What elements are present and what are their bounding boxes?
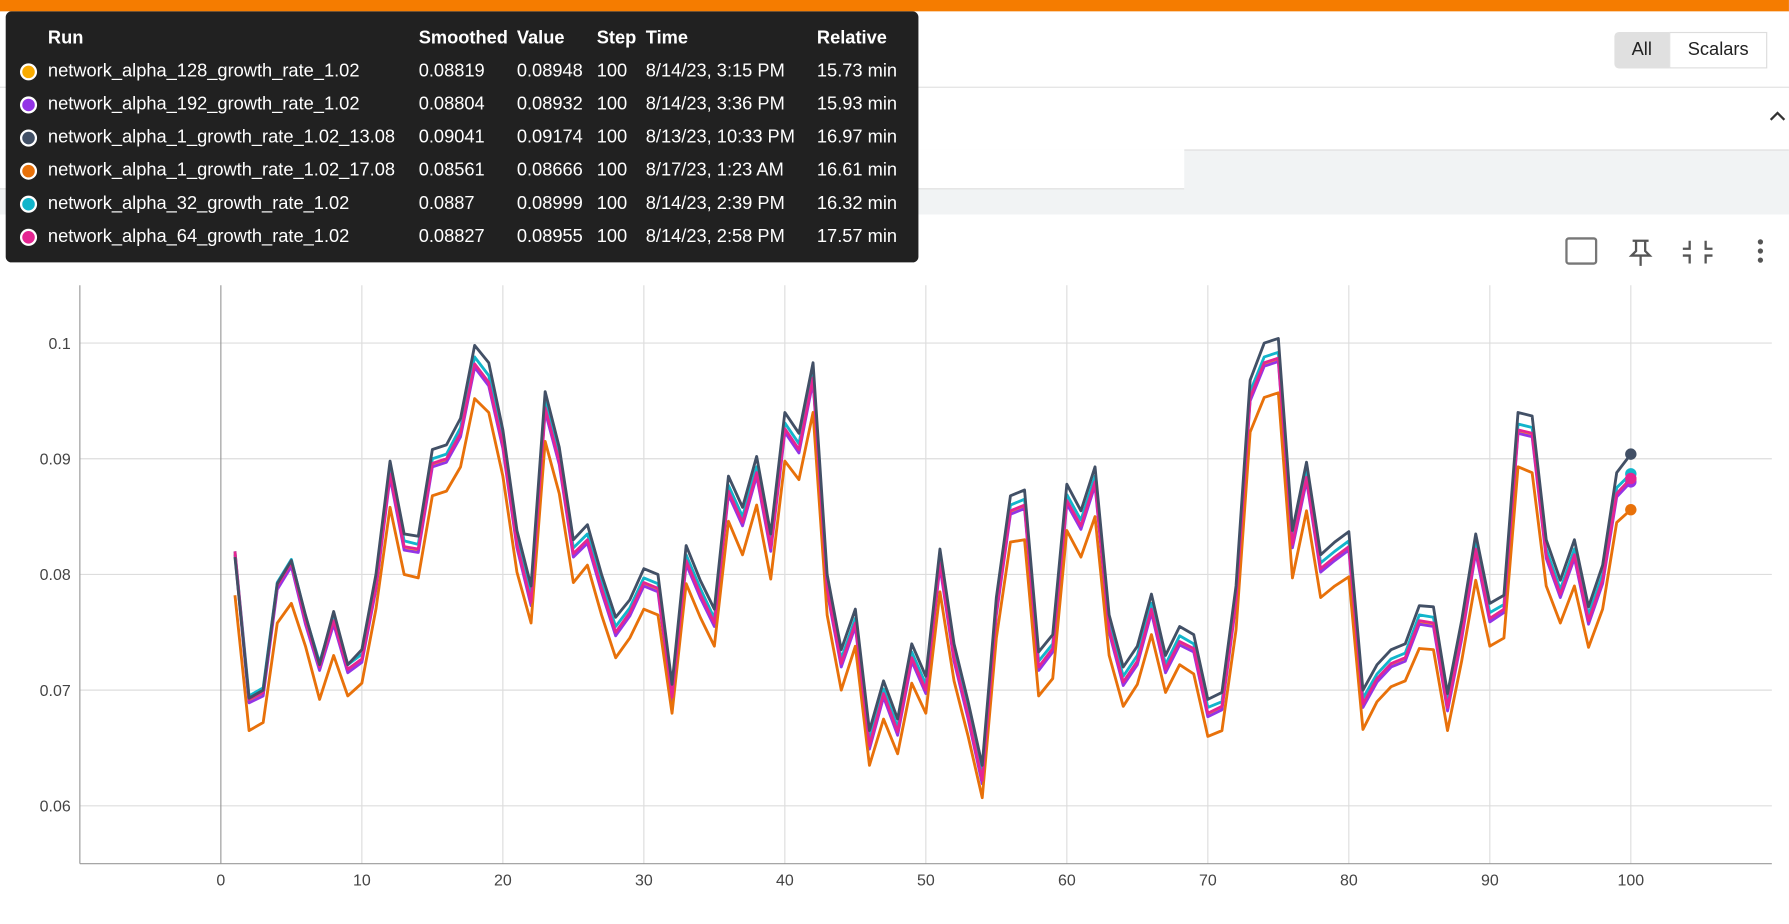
- tooltip-header: Smoothed: [418, 28, 508, 48]
- tooltip-cell: 100: [596, 127, 628, 148]
- x-tick-label: 70: [1199, 872, 1217, 889]
- x-tick-label: 0: [216, 872, 225, 889]
- y-tick-label: 0.1: [49, 336, 71, 353]
- series-line: [233, 391, 1632, 800]
- run-name: network_alpha_1_growth_rate_1.02_13.08: [47, 127, 396, 148]
- collapse-chart-icon[interactable]: [1682, 240, 1713, 264]
- tooltip-cell: 0.08561: [418, 160, 485, 181]
- run-swatch: [19, 63, 38, 81]
- end-point: [1625, 503, 1637, 516]
- tooltip-cell: 0.08804: [418, 94, 485, 115]
- y-tick-label: 0.06: [40, 799, 71, 816]
- tooltip-cell: 16.61 min: [816, 160, 898, 181]
- collapse-icon[interactable]: [1766, 105, 1789, 126]
- top-bar: [0, 0, 1789, 12]
- tooltip-cell: 100: [596, 227, 628, 247]
- end-point: [1625, 448, 1637, 460]
- series-line: [233, 337, 1632, 767]
- x-tick-label: 40: [776, 872, 794, 889]
- tooltip-cell: 0.08948: [516, 61, 583, 82]
- tooltip-cell: 0.08827: [418, 227, 485, 247]
- x-tick-label: 20: [494, 872, 512, 889]
- tooltip-cell: 8/17/23, 1:23 AM: [645, 160, 784, 181]
- tooltip-cell: 8/14/23, 2:58 PM: [645, 227, 785, 247]
- tooltip-cell: 100: [596, 61, 628, 82]
- fit-icon[interactable]: [1565, 237, 1598, 265]
- x-tick-label: 50: [917, 872, 935, 889]
- tooltip-header: Run: [47, 28, 84, 48]
- tooltip-cell: 0.08955: [516, 227, 583, 247]
- run-name: network_alpha_192_growth_rate_1.02: [47, 94, 360, 115]
- y-tick-label: 0.08: [40, 567, 71, 584]
- x-tick-label: 60: [1058, 872, 1076, 889]
- tooltip-cell: 8/14/23, 3:15 PM: [645, 61, 785, 82]
- tooltip-header: Relative: [816, 28, 887, 48]
- tooltip-cell: 0.08999: [516, 193, 583, 214]
- x-tick-label: 30: [635, 872, 653, 889]
- y-tick-label: 0.07: [40, 683, 71, 700]
- tooltip-cell: 16.32 min: [816, 193, 898, 214]
- x-tick-label: 90: [1481, 872, 1499, 889]
- more-icon[interactable]: [1757, 239, 1764, 263]
- tooltip-cell: 15.73 min: [816, 61, 898, 82]
- run-name: network_alpha_1_growth_rate_1.02_17.08: [47, 160, 396, 181]
- pin-icon[interactable]: [1628, 239, 1653, 266]
- run-swatch: [19, 129, 38, 147]
- run-swatch: [19, 228, 38, 246]
- run-name: network_alpha_128_growth_rate_1.02: [47, 61, 360, 82]
- tooltip-cell: 0.0887: [418, 193, 475, 214]
- tooltip-cell: 8/13/23, 10:33 PM: [645, 127, 795, 148]
- tooltip-cell: 0.08666: [516, 160, 583, 181]
- tooltip: Run Smoothed Value Step Time Relative network_…: [5, 11, 919, 263]
- x-tick-label: 80: [1340, 872, 1358, 889]
- run-swatch: [19, 195, 38, 213]
- tooltip-cell: 16.97 min: [816, 127, 898, 148]
- run-name: network_alpha_32_growth_rate_1.02: [47, 193, 350, 214]
- tooltip-header: Time: [645, 28, 689, 48]
- tooltip-cell: 0.08819: [418, 61, 485, 82]
- run-swatch: [19, 96, 38, 114]
- card-toolbar: [1565, 237, 1764, 266]
- tooltip-cell: 0.08932: [516, 94, 583, 115]
- run-swatch: [19, 162, 38, 180]
- tooltip-header: Step: [596, 28, 637, 48]
- y-tick-label: 0.09: [40, 451, 71, 468]
- tooltip-cell: 8/14/23, 2:39 PM: [645, 193, 785, 214]
- tooltip-cell: 100: [596, 193, 628, 214]
- run-name: network_alpha_64_growth_rate_1.02: [47, 227, 350, 247]
- tooltip-cell: 100: [596, 160, 628, 181]
- x-tick-label: 100: [1617, 872, 1644, 889]
- tooltip-header: Value: [516, 28, 565, 48]
- tooltip-cell: 0.09174: [516, 127, 583, 148]
- tab-scalars[interactable]: Scalars: [1669, 31, 1768, 69]
- series-line: [233, 356, 1632, 782]
- tab-all[interactable]: All: [1614, 31, 1670, 69]
- tooltip-cell: 8/14/23, 3:36 PM: [645, 94, 785, 115]
- tooltip-cell: 17.57 min: [816, 227, 898, 247]
- tooltip-cell: 0.09041: [418, 127, 485, 148]
- x-tick-label: 10: [353, 872, 371, 889]
- tooltip-cell: 15.93 min: [816, 94, 898, 115]
- tooltip-cell: 100: [596, 94, 628, 115]
- end-point: [1625, 472, 1637, 485]
